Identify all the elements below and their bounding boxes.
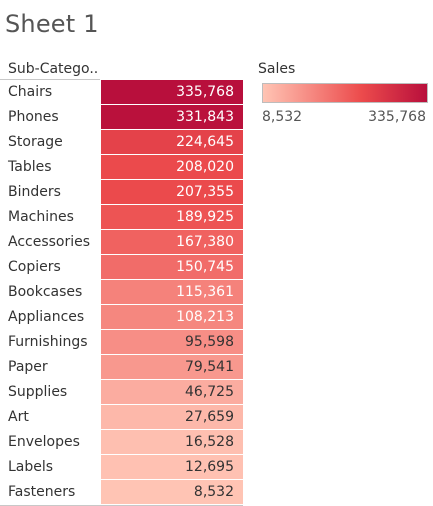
table-row[interactable]: Fasteners 8,532 (0, 480, 243, 505)
heatmap-cell[interactable]: 115,361 (101, 280, 243, 305)
table-row[interactable]: Accessories 167,380 (0, 230, 243, 255)
cell-value-label: 27,659 (185, 409, 234, 425)
legend-title: Sales (258, 61, 296, 77)
cell-value-label: 8,532 (193, 484, 234, 500)
row-label: Machines (8, 209, 74, 225)
row-label: Fasteners (8, 484, 76, 500)
table-row[interactable]: Storage 224,645 (0, 130, 243, 155)
cell-value-label: 150,745 (176, 259, 234, 275)
row-label: Furnishings (8, 334, 88, 350)
row-label: Appliances (8, 309, 85, 325)
table-row[interactable]: Bookcases 115,361 (0, 280, 243, 305)
legend-min-label: 8,532 (262, 109, 303, 125)
sheet-title: Sheet 1 (5, 10, 99, 38)
row-label: Envelopes (8, 434, 80, 450)
heatmap-cell[interactable]: 12,695 (101, 455, 243, 480)
heatmap-cell[interactable]: 46,725 (101, 380, 243, 405)
cell-value-label: 95,598 (185, 334, 234, 350)
heatmap-cell[interactable]: 95,598 (101, 330, 243, 355)
cell-value-label: 335,768 (176, 84, 234, 100)
table-row[interactable]: Chairs 335,768 (0, 80, 243, 105)
heatmap-cell[interactable]: 224,645 (101, 130, 243, 155)
table-row[interactable]: Appliances 108,213 (0, 305, 243, 330)
table-row[interactable]: Labels 12,695 (0, 455, 243, 480)
heatmap-cell[interactable]: 16,528 (101, 430, 243, 455)
cell-value-label: 16,528 (185, 434, 234, 450)
row-label: Paper (8, 359, 48, 375)
heatmap-cell[interactable]: 207,355 (101, 180, 243, 205)
table-row[interactable]: Art 27,659 (0, 405, 243, 430)
table-row[interactable]: Binders 207,355 (0, 180, 243, 205)
row-label: Accessories (8, 234, 91, 250)
table-row[interactable]: Phones 331,843 (0, 105, 243, 130)
heatmap-cell[interactable]: 189,925 (101, 205, 243, 230)
table-row[interactable]: Envelopes 16,528 (0, 430, 243, 455)
heatmap-table: Chairs 335,768 Phones 331,843 Storage 224,645… (0, 80, 243, 505)
heatmap-cell[interactable]: 331,843 (101, 105, 243, 130)
row-label: Chairs (8, 84, 53, 100)
row-label: Bookcases (8, 284, 83, 300)
table-row[interactable]: Supplies 46,725 (0, 380, 243, 405)
heatmap-cell[interactable]: 27,659 (101, 405, 243, 430)
table-row[interactable]: Tables 208,020 (0, 155, 243, 180)
cell-value-label: 108,213 (176, 309, 234, 325)
cell-value-label: 46,725 (185, 384, 234, 400)
cell-value-label: 331,843 (176, 109, 234, 125)
row-label: Copiers (8, 259, 61, 275)
column-header-divider (0, 79, 100, 80)
row-label: Art (8, 409, 29, 425)
cell-value-label: 79,541 (185, 359, 234, 375)
heatmap-cell[interactable]: 208,020 (101, 155, 243, 180)
row-label: Labels (8, 459, 54, 475)
cell-value-label: 115,361 (176, 284, 234, 300)
legend-max-label: 335,768 (368, 109, 426, 125)
cell-value-label: 224,645 (176, 134, 234, 150)
table-row[interactable]: Machines 189,925 (0, 205, 243, 230)
row-label: Phones (8, 109, 59, 125)
cell-value-label: 167,380 (176, 234, 234, 250)
table-row[interactable]: Copiers 150,745 (0, 255, 243, 280)
row-label: Supplies (8, 384, 68, 400)
cell-value-label: 208,020 (176, 159, 234, 175)
heatmap-cell[interactable]: 167,380 (101, 230, 243, 255)
color-legend[interactable]: Sales 8,532 335,768 (258, 61, 428, 127)
column-header-sub-category[interactable]: Sub-Catego.. (8, 61, 99, 77)
cell-value-label: 189,925 (176, 209, 234, 225)
heatmap-cell[interactable]: 79,541 (101, 355, 243, 380)
heatmap-cell[interactable]: 150,745 (101, 255, 243, 280)
cell-value-label: 207,355 (176, 184, 234, 200)
table-row[interactable]: Furnishings 95,598 (0, 330, 243, 355)
heatmap-cell[interactable]: 8,532 (101, 480, 243, 505)
row-label: Tables (8, 159, 52, 175)
table-row[interactable]: Paper 79,541 (0, 355, 243, 380)
heatmap-cell[interactable]: 335,768 (101, 80, 243, 105)
row-label: Binders (8, 184, 61, 200)
heatmap-cell[interactable]: 108,213 (101, 305, 243, 330)
legend-gradient-bar (262, 83, 428, 103)
legend-range-labels: 8,532 335,768 (258, 109, 428, 127)
row-label: Storage (8, 134, 63, 150)
cell-value-label: 12,695 (185, 459, 234, 475)
